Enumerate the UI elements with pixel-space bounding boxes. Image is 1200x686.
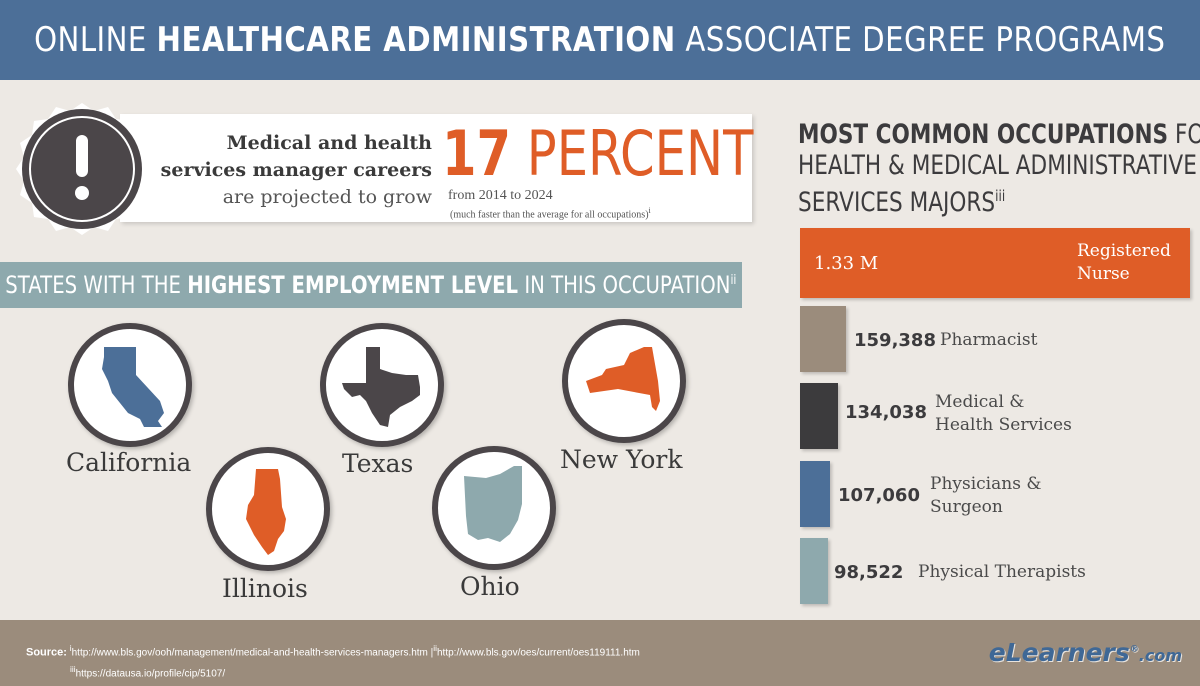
footer: Source: ihttp://www.bls.gov/ooh/manageme…: [0, 620, 1200, 686]
occupation-label-registered-nurse-l1: Registered: [1077, 241, 1171, 261]
ohio-map-icon: [464, 466, 522, 542]
state-new-york: [562, 319, 686, 443]
growth-line-1: Medical and health: [226, 132, 432, 154]
exclamation-badge-icon: [16, 103, 148, 235]
logo-e: e: [988, 638, 1006, 667]
elearners-logo[interactable]: eLearners®.com: [989, 638, 1182, 667]
growth-line-3: are projected to grow: [222, 186, 432, 208]
occupation-value-registered-nurse: 1.33 M: [814, 253, 879, 274]
source-link-1[interactable]: http://www.bls.gov/ooh/management/medica…: [71, 647, 428, 659]
occupation-label-physicians-surgeon-l1: Physicians &: [930, 474, 1042, 494]
source-link-2[interactable]: http://www.bls.gov/oes/current/oes119111…: [436, 647, 640, 659]
growth-word: PERCENT: [511, 117, 754, 190]
occupation-label-pharmacist: Pharmacist: [940, 329, 1037, 352]
occupation-label-registered-nurse: Registered Nurse: [1077, 240, 1171, 286]
sources-row-1: Source: ihttp://www.bls.gov/ooh/manageme…: [26, 640, 640, 661]
state-illinois: [206, 447, 330, 571]
occupation-label-physical-therapists-l1: Physical Therapists: [918, 562, 1086, 582]
occupations-title-line-3: SERVICES MAJORSiii: [798, 181, 1118, 218]
growth-note: (much faster than the average for all oc…: [450, 206, 651, 220]
growth-line-2: services manager careers: [160, 159, 432, 181]
sources-row-2: iiihttps://datausa.io/profile/cip/5107/: [26, 661, 640, 682]
occupation-bar-medical-health-services: [800, 383, 838, 449]
source-ref-3: iii: [70, 664, 76, 675]
source-link-3[interactable]: https://datausa.io/profile/cip/5107/: [75, 668, 226, 680]
occupation-label-medical-health-services: Medical & Health Services: [935, 391, 1072, 437]
logo-text: Learners: [1005, 638, 1130, 667]
state-label-texas: Texas: [342, 449, 414, 478]
occupation-bar-physicians-surgeon: [800, 461, 830, 527]
occupation-value-medical-health-services: 134,038: [845, 402, 927, 423]
growth-text: Medical and health services manager care…: [161, 130, 432, 211]
title-post: ASSOCIATE DEGREE PROGRAMS: [675, 20, 1166, 60]
occupation-label-medical-health-services-l1: Medical &: [935, 392, 1025, 412]
occupation-bar-pharmacist: [800, 306, 846, 372]
growth-number: 17: [442, 117, 512, 190]
texas-map-icon: [342, 347, 420, 427]
occupations-title: MOST COMMON OCCUPATIONS FOR HEALTH & MED…: [798, 119, 1200, 218]
occupations-title-post: FOR: [1174, 119, 1200, 150]
state-label-illinois: Illinois: [222, 574, 308, 603]
state-texas: [320, 323, 444, 447]
new-york-map-icon: [586, 347, 660, 411]
occupation-label-registered-nurse-l2: Nurse: [1077, 264, 1130, 284]
occupations-title-line-1: MOST COMMON OCCUPATIONS FOR: [798, 119, 1200, 150]
occupation-bar-physical-therapists: [800, 538, 828, 604]
occupations-title-line-3-text: SERVICES MAJORS: [798, 187, 996, 218]
states-banner-post: IN THIS OCCUPATION: [518, 271, 731, 299]
source-separator: |: [430, 647, 434, 659]
logo-registered: ®: [1129, 644, 1139, 655]
occupation-bar-registered-nurse: [800, 228, 1190, 298]
occupations-title-ref: iii: [995, 187, 1006, 205]
page-title: ONLINE HEALTHCARE ADMINISTRATION ASSOCIA…: [34, 20, 1165, 60]
states-banner-ref: ii: [730, 273, 737, 288]
growth-range: from 2014 to 2024: [448, 188, 553, 203]
title-bold: HEALTHCARE ADMINISTRATION: [156, 20, 676, 60]
occupation-value-pharmacist: 159,388: [854, 330, 936, 351]
california-map-icon: [102, 347, 164, 427]
occupation-label-physicians-surgeon: Physicians & Surgeon: [930, 473, 1041, 519]
source-ref-1: i: [69, 643, 72, 653]
page-header: ONLINE HEALTHCARE ADMINISTRATION ASSOCIA…: [0, 0, 1200, 80]
states-banner-pre: STATES WITH THE: [5, 271, 188, 299]
source-label: Source:: [26, 646, 67, 659]
states-banner-title: STATES WITH THE HIGHEST EMPLOYMENT LEVEL…: [5, 271, 736, 299]
growth-percent: 17 PERCENT: [442, 118, 753, 190]
growth-note-text: (much faster than the average for all oc…: [450, 209, 649, 221]
states-banner-bold: HIGHEST EMPLOYMENT LEVEL: [187, 271, 519, 299]
illinois-map-icon: [246, 469, 286, 555]
state-ohio: [432, 446, 556, 570]
occupation-label-physicians-surgeon-l2: Surgeon: [930, 497, 1003, 517]
occupation-label-pharmacist-l1: Pharmacist: [940, 330, 1038, 350]
state-label-new-york: New York: [560, 445, 683, 474]
occupation-value-physical-therapists: 98,522: [834, 562, 904, 583]
state-label-california: California: [66, 448, 192, 477]
states-banner: STATES WITH THE HIGHEST EMPLOYMENT LEVEL…: [0, 262, 742, 308]
occupations-title-bold: MOST COMMON OCCUPATIONS: [798, 119, 1169, 150]
sources: Source: ihttp://www.bls.gov/ooh/manageme…: [26, 640, 640, 683]
growth-note-ref: i: [648, 206, 651, 215]
state-label-ohio: Ohio: [460, 572, 520, 601]
occupations-title-line-2: HEALTH & MEDICAL ADMINISTRATIVE: [798, 150, 1197, 181]
growth-callout: Medical and health services manager care…: [120, 114, 753, 222]
title-pre: ONLINE: [34, 20, 157, 60]
state-california: [68, 323, 192, 447]
occupation-value-physicians-surgeon: 107,060: [838, 485, 920, 506]
logo-domain: .com: [1138, 646, 1182, 665]
occupation-label-medical-health-services-l2: Health Services: [935, 415, 1072, 435]
occupation-label-physical-therapists: Physical Therapists: [918, 561, 1086, 584]
source-ref-2: ii: [433, 643, 437, 653]
